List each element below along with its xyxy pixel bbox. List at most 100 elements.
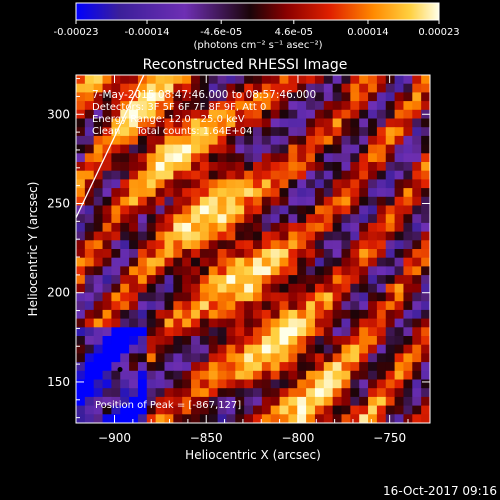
heatmap-cell (412, 405, 422, 415)
heatmap-cell (412, 127, 422, 137)
heatmap-cell (332, 205, 343, 215)
heatmap-cell (314, 153, 325, 163)
heatmap-cell (253, 353, 263, 363)
heatmap-cell (164, 344, 174, 354)
heatmap-cell (84, 362, 95, 372)
heatmap-cell (235, 327, 245, 337)
heatmap-cell (191, 188, 201, 198)
heatmap-cell (129, 162, 139, 172)
heatmap-cell (394, 266, 405, 276)
heatmap-cell (84, 344, 95, 354)
heatmap-cell (261, 327, 272, 337)
heatmap-cell (323, 283, 334, 294)
heatmap-cell (253, 83, 263, 93)
heatmap-cell (199, 109, 210, 120)
heatmap-cell (84, 92, 95, 102)
heatmap-cell (412, 83, 422, 93)
heatmap-cell (323, 414, 334, 423)
heatmap-cell (341, 83, 351, 93)
heatmap-cell (217, 318, 228, 328)
heatmap-cell (155, 301, 166, 311)
heatmap-cell (261, 179, 272, 189)
heatmap-cell (120, 196, 130, 207)
heatmap-cell (279, 318, 289, 328)
heatmap-cell (323, 162, 334, 172)
heatmap-cell (385, 292, 396, 302)
heatmap-cell (102, 205, 112, 215)
heatmap-cell (93, 370, 104, 381)
heatmap-cell (323, 92, 334, 102)
heatmap-cell (199, 162, 210, 172)
heatmap-cell (359, 301, 369, 311)
heatmap-cell (93, 109, 104, 120)
heatmap-cell (173, 257, 183, 267)
heatmap-cell (376, 135, 387, 146)
heatmap-cell (359, 388, 369, 398)
heatmap-cell (111, 353, 121, 363)
heatmap-cell (129, 353, 139, 363)
heatmap-cell (137, 179, 148, 189)
heatmap-cell (76, 257, 86, 267)
heatmap-cell (350, 196, 360, 207)
heatmap-cell (403, 83, 413, 93)
heatmap-cell (350, 222, 360, 233)
heatmap-cell (403, 344, 413, 354)
heatmap-cell (235, 75, 245, 85)
heatmap-cell (129, 257, 139, 267)
heatmap-cell (253, 75, 263, 85)
heatmap-cell (111, 370, 121, 381)
heatmap-cell (226, 109, 236, 120)
heatmap-cell (129, 83, 139, 93)
heatmap-cell (191, 249, 201, 259)
heatmap-cell (350, 336, 360, 346)
heatmap-cell (217, 109, 228, 120)
heatmap-cell (164, 127, 174, 137)
heatmap-cell (394, 144, 405, 154)
heatmap-cell (146, 135, 157, 146)
heatmap-cell (270, 92, 281, 102)
heatmap-cell (102, 275, 112, 285)
heatmap-cell (359, 127, 369, 137)
heatmap-cell (208, 214, 219, 224)
heatmap-cell (306, 170, 316, 180)
heatmap-cell (120, 92, 130, 102)
heatmap-cell (226, 205, 236, 215)
heatmap-cell (314, 75, 325, 85)
heatmap-cell (341, 309, 351, 320)
heatmap-cell (199, 336, 210, 346)
heatmap-cell (359, 249, 369, 259)
heatmap-cell (76, 318, 86, 328)
heatmap-cell (359, 318, 369, 328)
heatmap-cell (403, 109, 413, 120)
heatmap-cell (403, 92, 413, 102)
heatmap-cell (182, 344, 192, 354)
heatmap-cell (359, 396, 369, 407)
heatmap-cell (120, 118, 130, 128)
heatmap-cell (217, 379, 228, 389)
heatmap-cell (76, 344, 86, 354)
heatmap-cell (270, 370, 281, 381)
heatmap-cell (403, 179, 413, 189)
heatmap-cell (226, 362, 236, 372)
heatmap-cell (323, 362, 334, 372)
heatmap-cell (297, 83, 307, 93)
heatmap-cell (102, 396, 112, 407)
heatmap-cell (394, 118, 405, 128)
heatmap-cell (235, 214, 245, 224)
heatmap-cell (217, 344, 228, 354)
heatmap-cell (235, 222, 245, 233)
heatmap-cell (297, 162, 307, 172)
heatmap-cell (111, 379, 121, 389)
heatmap-cell (244, 144, 254, 154)
heatmap-cell (412, 240, 422, 250)
heatmap-cell (421, 83, 430, 93)
heatmap-cell (323, 240, 334, 250)
heatmap-cell (385, 153, 396, 163)
heatmap-cell (332, 118, 343, 128)
heatmap-cell (261, 249, 272, 259)
heatmap-cell (288, 292, 298, 302)
heatmap-cell (421, 266, 430, 276)
heatmap-cell (359, 196, 369, 207)
heatmap-cell (279, 249, 289, 259)
heatmap-cell (129, 188, 139, 198)
